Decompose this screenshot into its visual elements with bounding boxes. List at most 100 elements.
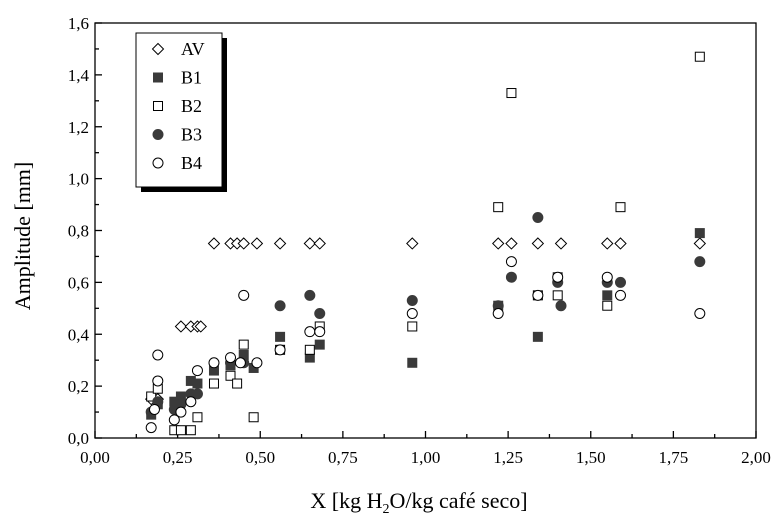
point-b4 [152,349,164,361]
point-b2 [615,202,626,213]
x-axis-title: X [kg H2O/kg café seco] [310,488,527,517]
point-b3 [505,271,517,283]
point-b4 [304,326,316,338]
point-b3 [694,256,706,268]
point-b4 [532,289,544,301]
point-av [273,237,287,250]
point-b4 [274,344,286,356]
point-b2 [493,202,504,213]
point-b1 [314,339,325,350]
x-tick-label: 0,75 [328,448,358,467]
point-b4 [505,256,517,268]
point-b2 [146,391,157,402]
point-b4 [614,289,626,301]
x-tick-label: 2,00 [741,448,771,467]
legend-marker-b4 [152,157,164,169]
point-b2 [232,378,243,389]
point-av [174,320,188,333]
legend-marker-av [151,42,165,56]
point-b4 [152,375,164,387]
point-b4 [314,326,326,338]
x-tick-label: 1,00 [411,448,441,467]
point-b3 [191,388,203,400]
point-av [207,237,221,250]
y-tick-label: 0,2 [68,377,89,396]
point-b2 [506,88,517,99]
point-b4 [175,406,187,418]
point-av [531,237,545,250]
point-b4 [208,357,220,369]
y-axis-title: Amplitude [mm] [10,162,35,310]
point-b1 [192,378,203,389]
data-points-group [144,51,707,436]
y-tick-label: 1,2 [68,118,89,137]
y-tick-label: 0,0 [68,429,89,448]
point-av [693,237,707,250]
point-b4 [234,357,246,369]
legend: AV B1 B2 B3 B4 [135,32,227,192]
point-b4 [185,396,197,408]
point-b4 [145,422,157,434]
point-b4 [225,352,237,364]
point-av [554,237,568,250]
legend-label-b1: B1 [181,68,202,88]
point-b1 [694,228,705,239]
y-tick-label: 1,4 [68,66,90,85]
point-b3 [555,300,567,312]
point-b2 [248,412,259,423]
legend-label-b3: B3 [181,125,202,145]
point-b2 [694,51,705,62]
point-b4 [168,414,180,426]
legend-marker-b1 [153,72,163,83]
point-b2 [208,378,219,389]
y-tick-label: 1,0 [68,170,89,189]
point-b4 [552,271,564,283]
point-av [492,237,505,250]
point-b1 [275,331,286,342]
legend-box [135,32,223,188]
point-av [194,320,207,333]
legend-label-b4: B4 [181,153,202,173]
axes-group: 0,00 0,25 0,50 0,75 1,00 1,25 1,50 1,75 2,00 0,0 0… [68,14,771,467]
point-b3 [274,300,286,312]
point-b2 [192,412,203,423]
point-b4 [492,308,504,319]
point-b2 [175,425,186,436]
legend-label-av: AV [181,39,205,59]
point-b4 [694,308,706,319]
series-b4 [145,256,706,434]
point-av [505,237,518,250]
point-b4 [406,308,418,319]
point-av [601,237,614,250]
legend-label-b2: B2 [181,96,202,116]
point-av [250,237,264,250]
point-b1 [602,290,613,301]
series-b2 [146,51,705,436]
x-tick-label: 1,50 [576,448,606,467]
point-b3 [532,212,544,224]
point-b4 [601,271,613,283]
point-b4 [251,357,263,369]
point-b3 [614,276,626,288]
point-av [406,237,419,250]
series-b1 [146,228,705,420]
point-b3 [314,308,326,319]
y-tick-label: 1,6 [68,14,89,33]
point-b4 [238,289,250,301]
x-tick-label: 0,00 [80,448,110,467]
point-av [303,237,317,250]
legend-marker-b3 [152,129,164,140]
y-tick-label: 0,8 [68,222,89,241]
point-b1 [532,331,543,342]
x-tick-label: 0,50 [245,448,275,467]
point-b2 [238,339,249,350]
y-tick-label: 0,4 [68,325,90,344]
point-b2 [602,300,613,311]
point-b2 [407,321,418,332]
x-tick-label: 1,75 [659,448,689,467]
point-av [614,237,627,250]
x-tick-label: 0,25 [163,448,193,467]
point-b2 [304,344,315,355]
point-b2 [185,425,196,436]
